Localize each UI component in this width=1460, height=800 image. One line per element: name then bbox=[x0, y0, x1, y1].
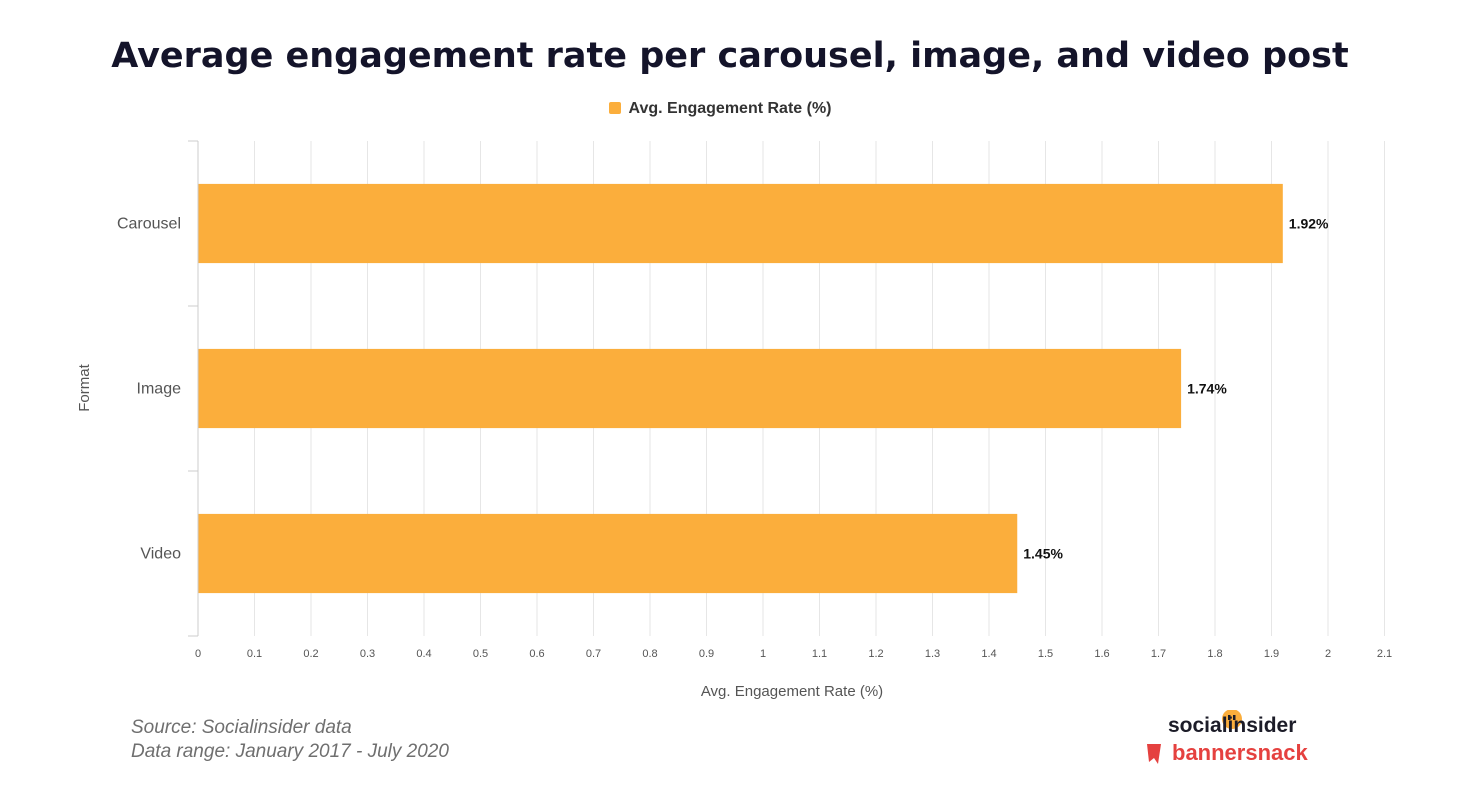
brand-marks bbox=[1147, 710, 1242, 764]
x-tick-label: 0.3 bbox=[360, 648, 375, 660]
x-tick-label: 1.6 bbox=[1094, 648, 1109, 660]
bar-carousel bbox=[198, 183, 1283, 264]
x-tick-label: 1.2 bbox=[868, 648, 883, 660]
x-tick-label: 0.7 bbox=[586, 648, 601, 660]
x-tick-label: 2.1 bbox=[1377, 648, 1392, 660]
tick-labels: 0 0.1 0.2 0.3 0.4 0.5 0.6 0.7 0.8 0.9 1 1.1 1.2 1.3 1.… bbox=[195, 648, 1392, 660]
socialinsider-logo-dot-icon bbox=[1222, 710, 1242, 729]
x-tick-label: 0 bbox=[195, 648, 201, 660]
x-tick-label: 0.9 bbox=[699, 648, 714, 660]
socialinsider-logo: socialinsider bbox=[1168, 714, 1297, 737]
y-axis-label: Format bbox=[76, 363, 93, 411]
x-tick-label: 0.6 bbox=[529, 648, 544, 660]
data-label: 1.45% bbox=[1023, 546, 1063, 562]
x-tick-label: 1.5 bbox=[1038, 648, 1053, 660]
x-tick-label: 1.4 bbox=[981, 648, 996, 660]
date-range-note: Data range: January 2017 - July 2020 bbox=[131, 741, 449, 762]
category-label: Video bbox=[140, 546, 181, 563]
x-tick-label: 1.7 bbox=[1151, 648, 1166, 660]
footer: Source: Socialinsider data Data range: J… bbox=[131, 716, 449, 764]
x-tick-label: 0.1 bbox=[247, 648, 262, 660]
bannersnack-logo: bannersnack bbox=[1172, 740, 1308, 765]
x-tick-label: 0.8 bbox=[642, 648, 657, 660]
bannersnack-logo-icon bbox=[1147, 744, 1161, 764]
bar-image bbox=[198, 348, 1182, 429]
x-tick-label: 0.2 bbox=[303, 648, 318, 660]
x-tick-label: 1.9 bbox=[1264, 648, 1279, 660]
chart-title: Average engagement rate per carousel, im… bbox=[111, 36, 1349, 76]
axes bbox=[188, 140, 199, 637]
x-tick-label: 0.5 bbox=[473, 648, 488, 660]
x-tick-label: 1.8 bbox=[1207, 648, 1222, 660]
x-tick-label: 1.1 bbox=[812, 648, 827, 660]
legend[interactable]: Avg. Engagement Rate (%) bbox=[0, 100, 1440, 118]
data-label: 1.92% bbox=[1289, 216, 1329, 232]
data-labels: 1.92% 1.74% 1.45% bbox=[1023, 216, 1329, 562]
category-labels: Carousel Image Video bbox=[117, 216, 181, 563]
source-note: Source: Socialinsider data bbox=[131, 717, 352, 738]
category-label: Carousel bbox=[117, 216, 181, 233]
bars bbox=[198, 183, 1283, 594]
x-tick-label: 1 bbox=[760, 648, 766, 660]
category-label: Image bbox=[137, 381, 182, 398]
x-tick-label: 0.4 bbox=[416, 648, 431, 660]
bar-video bbox=[198, 513, 1018, 594]
x-axis-label: Avg. Engagement Rate (%) bbox=[701, 683, 883, 700]
data-label: 1.74% bbox=[1187, 381, 1227, 397]
x-tick-label: 2 bbox=[1325, 648, 1331, 660]
x-tick-label: 1.3 bbox=[925, 648, 940, 660]
legend-swatch bbox=[608, 102, 621, 114]
legend-label: Avg. Engagement Rate (%) bbox=[628, 100, 832, 117]
